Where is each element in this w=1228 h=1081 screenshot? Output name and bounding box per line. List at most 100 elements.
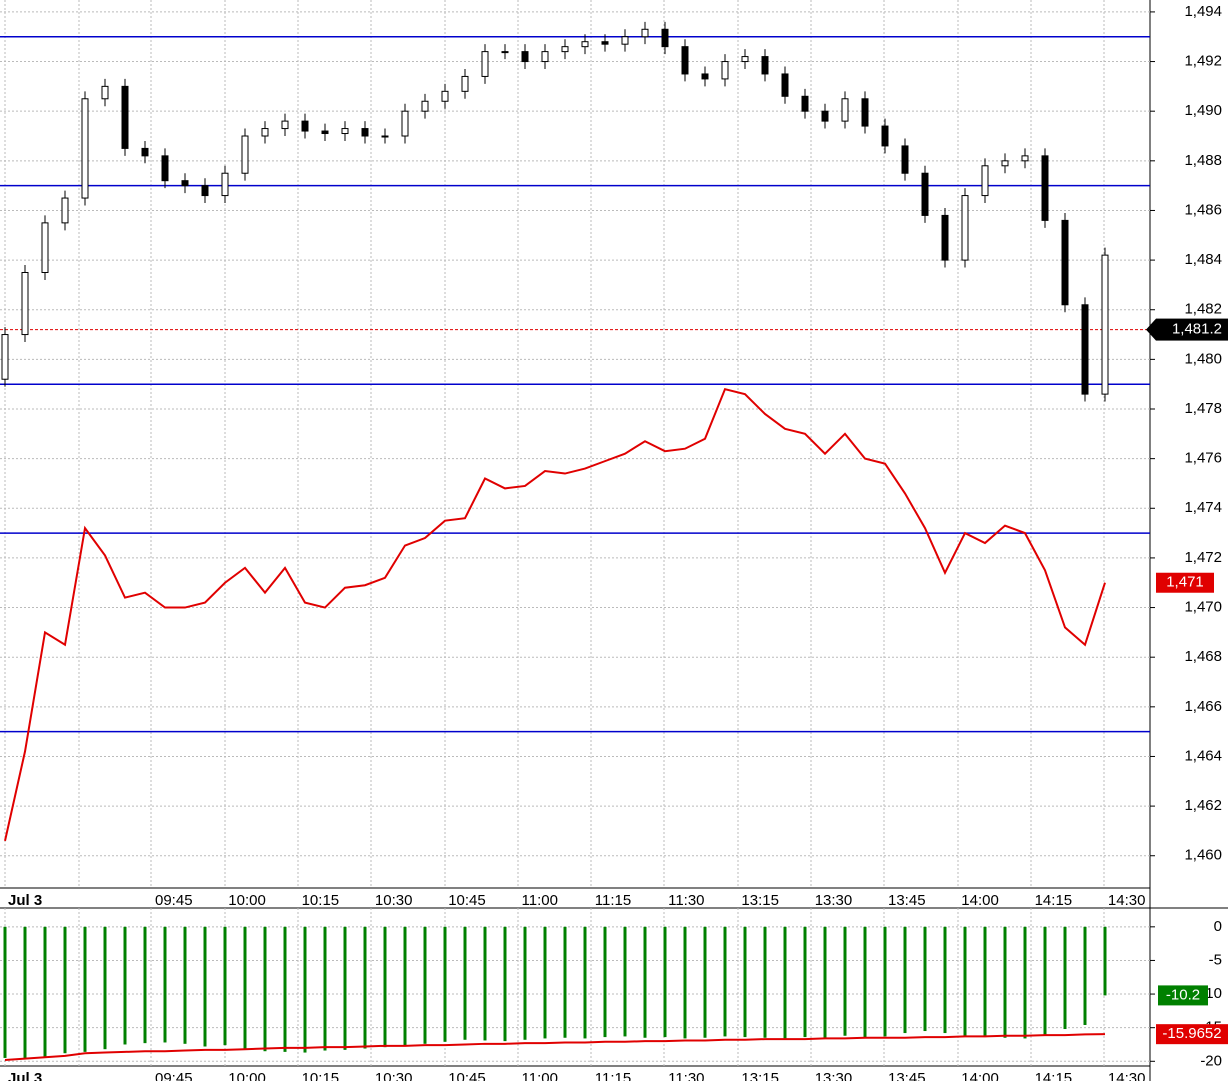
bar: [383, 926, 387, 1048]
bar: [43, 926, 47, 1057]
candle-body: [61, 197, 69, 224]
candle-body: [401, 110, 409, 137]
bar: [103, 926, 107, 1050]
bar: [3, 926, 7, 1058]
y-tick-label: 1,466: [1184, 698, 1222, 715]
candle-body: [781, 73, 789, 97]
bar: [763, 926, 767, 1038]
y-tick-label: 1,494: [1184, 3, 1222, 20]
bar: [703, 926, 707, 1038]
x-tick-label: 10:00: [228, 1070, 266, 1081]
candle-body: [941, 214, 949, 261]
candle-body: [361, 128, 369, 137]
x-tick-label: 10:30: [375, 1070, 413, 1081]
y-tick-label: 1,492: [1184, 53, 1222, 70]
bar: [523, 926, 527, 1040]
x-tick-label: 11:00: [522, 892, 558, 909]
line-series: [4, 387, 1106, 842]
y-tick-label: 1,488: [1184, 152, 1222, 169]
bar: [23, 926, 27, 1059]
bar: [1003, 926, 1007, 1038]
bar: [883, 926, 887, 1037]
candle-body: [1041, 155, 1049, 221]
bar: [403, 926, 407, 1046]
candle-body: [601, 41, 609, 45]
x-tick-label: 09:45: [155, 1070, 193, 1081]
y-tick-label: 1,480: [1184, 350, 1222, 367]
candle-body: [441, 90, 449, 102]
candle-body: [201, 185, 209, 197]
candle-body: [41, 222, 49, 274]
y-tick-label: 1,482: [1184, 301, 1222, 318]
bar: [183, 926, 187, 1044]
bar: [323, 926, 327, 1051]
x-tick-label: 10:15: [302, 1070, 340, 1081]
candle-body: [221, 172, 229, 197]
bar: [63, 926, 67, 1054]
candle-body: [961, 195, 969, 261]
x-tick-label: 14:30: [1108, 892, 1146, 909]
bar: [923, 926, 927, 1032]
bar: [743, 926, 747, 1038]
y-tick-label: 1,476: [1184, 450, 1222, 467]
y-tick-label: 1,464: [1184, 747, 1222, 764]
bar: [603, 926, 607, 1038]
candle-body: [161, 155, 169, 182]
bar: [663, 926, 667, 1038]
candle-body: [181, 180, 189, 187]
last-price-label-box: [1156, 318, 1228, 341]
candle-body: [1001, 160, 1009, 167]
candle-body: [581, 41, 589, 48]
bar: [623, 926, 627, 1037]
candle-body: [821, 110, 829, 122]
candle-body: [881, 125, 889, 147]
y-tick-label: 1,478: [1184, 400, 1222, 417]
candle-body: [1, 334, 9, 380]
bar: [583, 926, 587, 1039]
candle-body: [901, 145, 909, 174]
candle-body: [1061, 219, 1069, 306]
candle-body: [341, 128, 349, 135]
x-tick-label: 11:15: [595, 892, 631, 909]
last-value-label: -15.9652: [1162, 1025, 1221, 1042]
candle-body: [541, 51, 549, 63]
bar: [683, 926, 687, 1039]
last-line-box: [1156, 572, 1214, 593]
bar: [963, 926, 967, 1036]
bar: [1023, 926, 1027, 1039]
bar: [263, 926, 267, 1052]
candle-body: [761, 56, 769, 75]
bar: [203, 926, 207, 1047]
candle-body: [621, 36, 629, 45]
candle-body: [861, 98, 869, 127]
y-tick-label: -20: [1200, 1052, 1222, 1069]
line-series: [4, 1033, 1106, 1061]
x-tick-label: 10:00: [228, 892, 266, 909]
x-tick-label: 14:15: [1035, 1070, 1073, 1081]
bar: [783, 926, 787, 1039]
bar: [723, 926, 727, 1037]
candle-body: [721, 61, 729, 80]
candle-body: [261, 128, 269, 137]
candle-body: [421, 100, 429, 112]
y-tick-label: -5: [1209, 951, 1222, 968]
x-tick-label: 14:00: [961, 892, 999, 909]
x-tick-label: 11:15: [595, 1070, 631, 1081]
bar: [503, 926, 507, 1042]
bar: [83, 926, 87, 1052]
candle-body: [101, 85, 109, 100]
bar: [803, 926, 807, 1038]
candle-body: [1101, 254, 1109, 395]
bar: [123, 926, 127, 1045]
candle-body: [301, 120, 309, 132]
candle-body: [481, 51, 489, 77]
candle-body: [141, 147, 149, 157]
y-tick-label: 1,468: [1184, 648, 1222, 665]
bar: [1083, 926, 1087, 1025]
x-tick-label: 11:00: [522, 1070, 558, 1081]
bar: [363, 926, 367, 1049]
bar: [483, 926, 487, 1041]
price-pointer: [1146, 318, 1156, 341]
bar: [443, 926, 447, 1042]
